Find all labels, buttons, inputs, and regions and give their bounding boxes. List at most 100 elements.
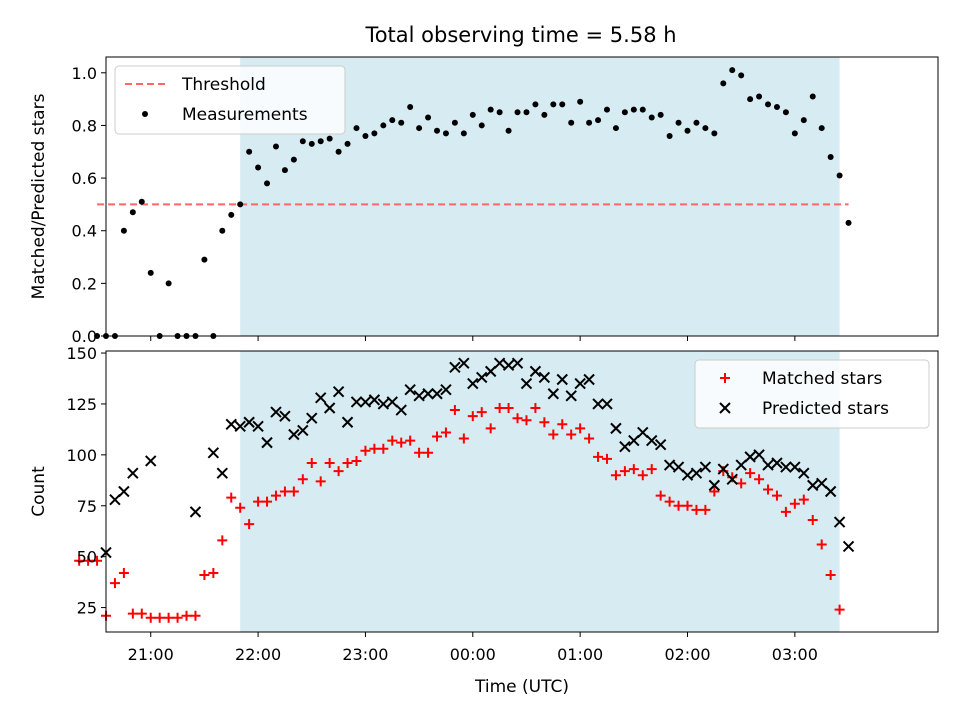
measurement-point [246, 148, 253, 155]
measurement-point [407, 104, 414, 111]
measurement-point [416, 125, 423, 132]
measurement-point [228, 211, 235, 218]
matched-stars-point [432, 431, 443, 442]
predicted-stars-point [288, 428, 300, 441]
predicted-stars-point [502, 359, 515, 371]
x-tick-label: 03:00 [772, 645, 818, 664]
measurement-point [201, 256, 208, 263]
predicted-stars-point [807, 479, 819, 492]
matched-stars-point [557, 419, 568, 430]
measurement-point [550, 101, 557, 108]
predicted-stars-point [395, 404, 407, 416]
matched-stars-point [682, 500, 693, 511]
predicted-stars-point [663, 459, 676, 471]
predicted-stars-point [207, 447, 220, 459]
predicted-stars-point [216, 467, 229, 479]
matched-stars-point [485, 423, 496, 434]
measurement-point [505, 127, 512, 134]
matched-stars-point [816, 539, 827, 550]
matched-stars-point [440, 427, 451, 438]
matched-stars-point [360, 445, 371, 456]
matched-stars-point [74, 555, 85, 566]
y-tick-label: 0.2 [72, 274, 97, 293]
predicted-stars-point [583, 373, 595, 386]
matched-stars-point [601, 453, 612, 464]
matched-stars-point [628, 464, 639, 475]
measurement-point [308, 140, 315, 147]
axes-frame [105, 56, 939, 337]
measurement-point [434, 127, 441, 134]
matched-stars-point [780, 506, 791, 517]
measurement-point [845, 219, 852, 226]
x-tick-label: 00:00 [450, 645, 496, 664]
matched-stars-point [494, 403, 505, 414]
predicted-stars-point [780, 461, 792, 473]
matched-stars-point [396, 437, 407, 448]
predicted-stars-point [628, 434, 640, 447]
matched-stars-point [244, 519, 255, 530]
matched-stars-point [449, 405, 460, 416]
predicted-stars-point [842, 540, 855, 553]
measurement-point [138, 198, 145, 205]
matched-stars-point [530, 403, 541, 414]
predicted-stars-point [252, 420, 264, 433]
x-tick-label: 02:00 [664, 645, 710, 664]
matched-stars-point [199, 569, 210, 580]
predicted-stars-point [297, 424, 309, 437]
predicted-stars-point [824, 485, 837, 498]
predicted-stars-point [735, 459, 747, 471]
matched-stars-point [109, 578, 120, 589]
measurement-point [800, 117, 807, 124]
matched-stars-point [763, 484, 774, 495]
predicted-stars-point [261, 436, 273, 449]
matched-stars-point [521, 415, 532, 426]
matched-stars-point [217, 535, 228, 546]
matched-stars-point [270, 490, 281, 501]
predicted-stars-point [771, 457, 783, 469]
x-tick-label: 23:00 [342, 645, 388, 664]
matched-stars-point [745, 468, 756, 479]
matched-stars-point [226, 492, 237, 503]
measurement-point [326, 135, 333, 142]
matched-stars-point [154, 612, 165, 623]
predicted-stars-point [798, 467, 810, 479]
measurement-point [568, 119, 575, 126]
measurement-point [586, 119, 593, 126]
y-tick-label: 100 [66, 446, 97, 465]
bottom-panel: 25 50 75 100 125 150 21:00 22:00 23:00 00:00 01:00… [29, 344, 939, 697]
matched-stars-point [664, 496, 675, 507]
predicted-stars-point [306, 412, 318, 424]
matched-stars-point [333, 466, 344, 477]
measurement-point [219, 227, 226, 234]
predicted-stars-point [431, 388, 443, 400]
measurement-point [809, 93, 816, 100]
matched-stars-point [378, 443, 389, 454]
legend-marker-swatch [719, 402, 731, 414]
matched-stars-point [771, 490, 782, 501]
matched-stars-point [458, 433, 469, 444]
y-tick-label: 150 [66, 344, 97, 363]
predicted-stars-point [574, 377, 586, 390]
matched-stars-point [235, 502, 246, 513]
predicted-stars-point [493, 357, 506, 369]
y-tick-label: 0.6 [72, 169, 97, 188]
predicted-stars-point [118, 485, 130, 498]
matched-stars-point [279, 486, 290, 497]
predicted-stars-point [467, 377, 479, 390]
predicted-stars-point [225, 418, 237, 431]
measurement-point [559, 101, 566, 108]
measurement-point [451, 119, 458, 126]
predicted-stars-point [556, 373, 568, 386]
measurement-point [702, 125, 709, 132]
measurement-point [675, 119, 682, 126]
predicted-stars-point [368, 394, 381, 406]
y-tick-label: 0.8 [72, 116, 97, 135]
predicted-stars-point [279, 410, 291, 422]
predicted-stars-point [610, 422, 622, 435]
matched-stars-point [127, 608, 138, 619]
matched-stars-point [584, 433, 595, 444]
predicted-stars-point [243, 416, 255, 428]
measurement-point [577, 98, 584, 105]
y-tick-label: 0.4 [72, 222, 97, 241]
legend-marker-swatch [142, 111, 148, 117]
